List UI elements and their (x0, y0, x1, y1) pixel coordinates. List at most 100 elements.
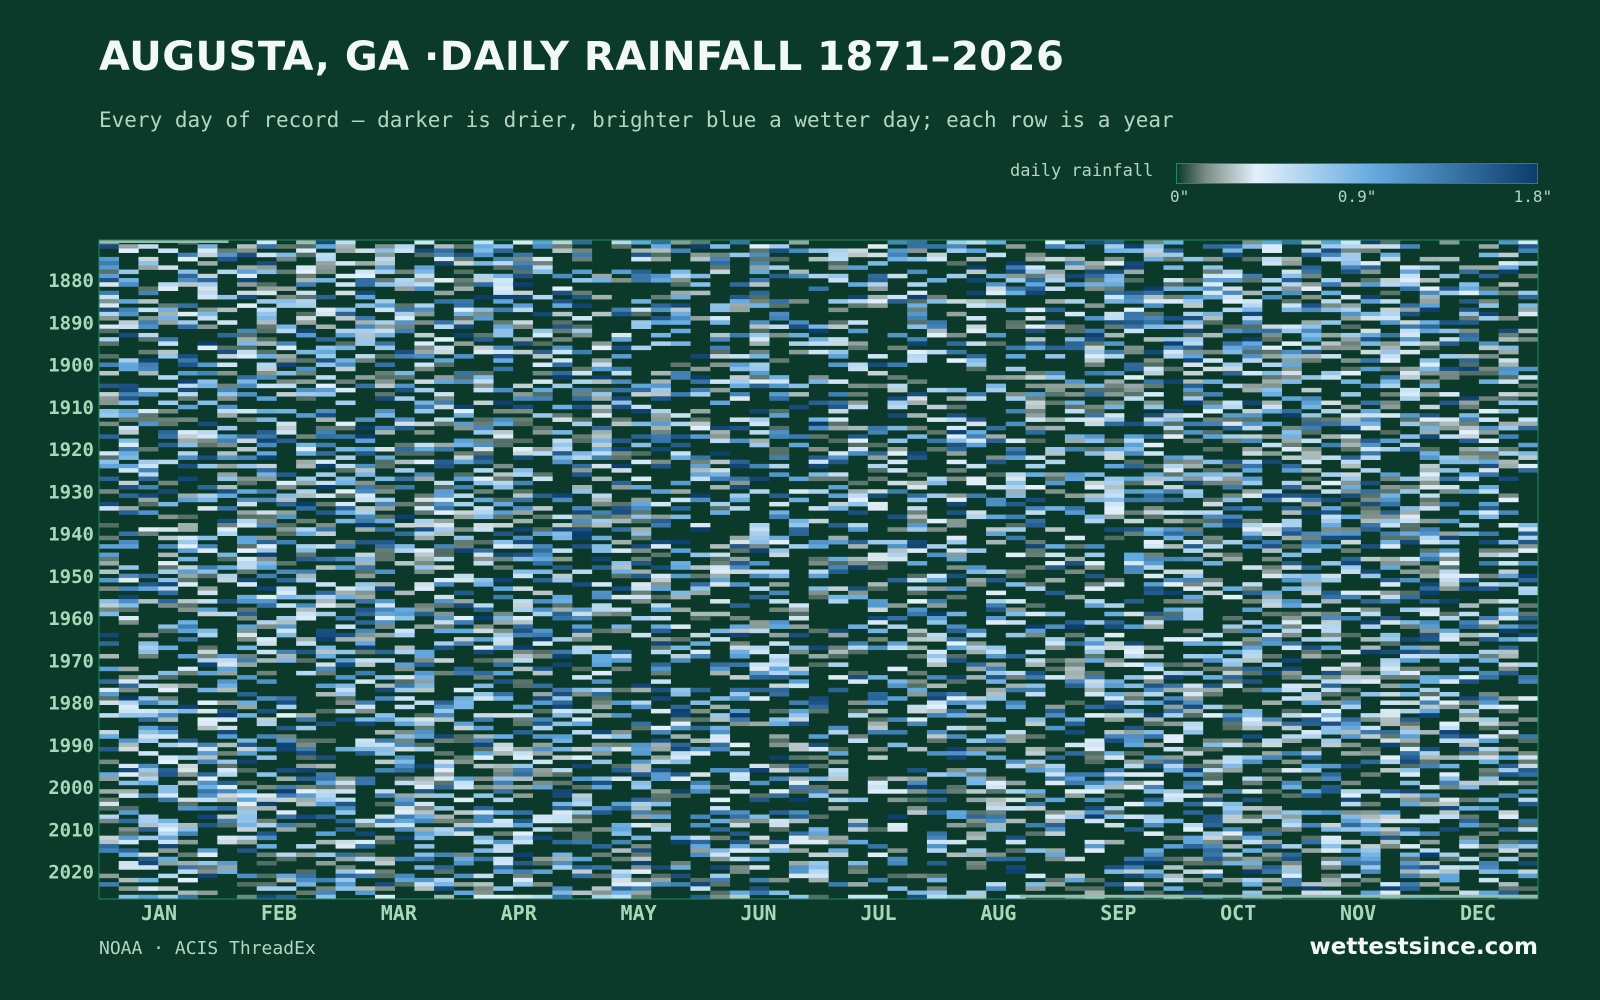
heatmap-cell (1281, 586, 1302, 591)
heatmap-cell (374, 328, 395, 334)
heatmap-cell (1202, 742, 1223, 748)
heatmap-cell (1380, 531, 1401, 536)
heatmap-cell (572, 316, 593, 321)
heatmap-cell (335, 637, 356, 642)
heatmap-cell (1084, 687, 1105, 693)
heatmap-cell (512, 569, 533, 575)
heatmap-cell (256, 708, 277, 714)
heatmap-cell (1321, 742, 1342, 748)
heatmap-cell (532, 692, 553, 697)
heatmap-cell (1045, 425, 1066, 431)
heatmap-cell (276, 797, 297, 803)
heatmap-cell (1459, 700, 1480, 705)
heatmap-cell (1104, 370, 1125, 376)
heatmap-cell (394, 755, 415, 760)
heatmap-cell (1262, 594, 1283, 600)
heatmap-cell (650, 379, 671, 384)
heatmap-cell (966, 649, 987, 655)
heatmap-cell (690, 244, 711, 249)
heatmap-cell (1439, 286, 1460, 291)
heatmap-cell (1064, 446, 1085, 452)
heatmap-cell (907, 480, 928, 486)
heatmap-cell (315, 527, 336, 532)
heatmap-cell (907, 789, 928, 794)
heatmap-cell (158, 354, 179, 359)
heatmap-cell (946, 476, 967, 482)
heatmap-cell (1459, 400, 1480, 406)
heatmap-cell (887, 527, 908, 532)
heatmap-cell (1025, 801, 1046, 807)
heatmap-cell (1163, 687, 1184, 693)
heatmap-cell (631, 704, 652, 710)
heatmap-cell (572, 569, 593, 575)
heatmap-cell (887, 404, 908, 410)
heatmap-cell (493, 776, 514, 782)
heatmap-cell (1439, 354, 1460, 359)
heatmap-cell (394, 485, 415, 490)
heatmap-cell (414, 332, 435, 338)
heatmap-cell (591, 451, 612, 456)
heatmap-cell (453, 721, 474, 727)
heatmap-cell (1518, 611, 1539, 617)
heatmap-cell (453, 316, 474, 321)
heatmap-cell (453, 641, 474, 646)
heatmap-cell (276, 252, 297, 258)
heatmap-cell (946, 692, 967, 697)
heatmap-cell (1281, 658, 1302, 663)
heatmap-cell (572, 455, 593, 460)
heatmap-cell (315, 523, 336, 528)
heatmap-cell (138, 708, 159, 714)
heatmap-cell (1163, 430, 1184, 435)
heatmap-cell (374, 485, 395, 490)
heatmap-cell (512, 451, 533, 456)
heatmap-cell (986, 603, 1007, 608)
heatmap-cell (907, 337, 928, 342)
heatmap-cell (374, 607, 395, 613)
heatmap-cell (1262, 375, 1283, 380)
heatmap-cell (473, 637, 494, 642)
heatmap-cell (177, 544, 198, 549)
heatmap-cell (1340, 548, 1361, 553)
heatmap-cell (276, 392, 297, 397)
heatmap-cell (867, 700, 888, 705)
heatmap-cell (1163, 763, 1184, 769)
heatmap-cell (946, 628, 967, 634)
heatmap-cell (236, 768, 257, 773)
heatmap-cell (1163, 413, 1184, 418)
heatmap-cell (710, 400, 731, 406)
heatmap-cell (118, 696, 139, 701)
heatmap-cell (453, 577, 474, 583)
heatmap-cell (1104, 603, 1125, 608)
heatmap-cell (591, 611, 612, 617)
heatmap-cell (1419, 320, 1440, 325)
heatmap-cell (926, 430, 947, 435)
heatmap-cell (1340, 793, 1361, 798)
heatmap-cell (848, 497, 869, 503)
heatmap-cell (394, 425, 415, 431)
heatmap-cell (493, 586, 514, 591)
heatmap-cell (926, 620, 947, 625)
heatmap-cell (473, 784, 494, 790)
heatmap-cell (808, 561, 829, 566)
heatmap-cell (1064, 324, 1085, 330)
heatmap-cell (788, 269, 809, 275)
heatmap-cell (158, 400, 179, 406)
heatmap-cell (1143, 442, 1164, 448)
heatmap-cell (158, 480, 179, 486)
heatmap-cell (1360, 599, 1381, 604)
heatmap-cell (907, 548, 928, 553)
heatmap-cell (1045, 506, 1066, 511)
heatmap-cell (1419, 421, 1440, 427)
heatmap-cell (1419, 763, 1440, 769)
heatmap-cell (177, 527, 198, 532)
heatmap-cell (729, 641, 750, 646)
heatmap-cell (1124, 366, 1145, 372)
heatmap-cell (1025, 273, 1046, 279)
heatmap-cell (631, 725, 652, 731)
heatmap-cell (1242, 620, 1263, 625)
heatmap-cell (710, 510, 731, 515)
heatmap-cell (276, 324, 297, 330)
heatmap-cell (434, 358, 455, 363)
heatmap-cell (907, 240, 928, 245)
heatmap-cell (1104, 299, 1125, 304)
